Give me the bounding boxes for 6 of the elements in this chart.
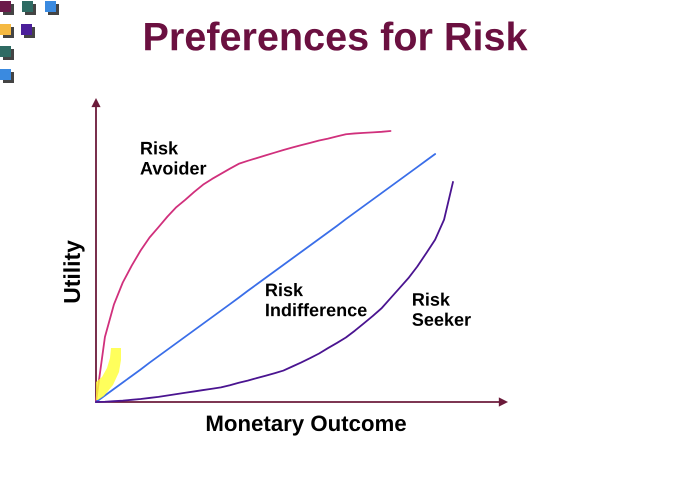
chart-title: Preferences for Risk xyxy=(145,22,528,51)
series-label: Risk Seeker xyxy=(412,292,471,326)
x-axis-title: Monetary Outcome xyxy=(206,415,406,436)
series-label: Risk Avoider xyxy=(140,141,206,175)
y-axis-title: Utility xyxy=(63,240,85,302)
series-label: Risk Indifference xyxy=(266,283,367,316)
